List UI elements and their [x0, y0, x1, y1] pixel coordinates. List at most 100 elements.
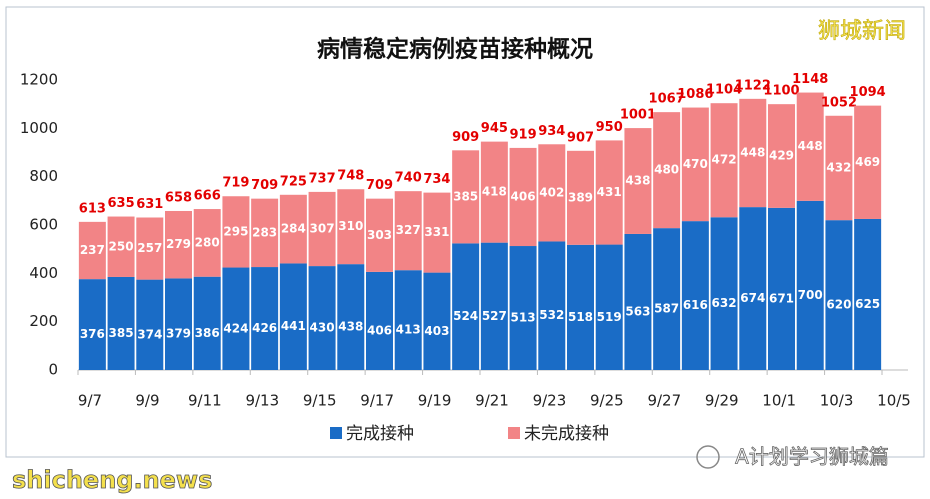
bar-segment: [681, 221, 709, 370]
bar-label: 376: [80, 327, 105, 341]
total-label: 1001: [620, 108, 656, 123]
x-tick-label: 9/19: [418, 392, 452, 410]
bar-label: 438: [625, 174, 650, 188]
total-label: 907: [567, 130, 594, 145]
bar-segment: [279, 263, 307, 370]
bar-segment: [854, 105, 882, 219]
legend-label: 未完成接种: [524, 424, 609, 444]
bar-segment: [136, 279, 164, 370]
bar-segment: [567, 244, 594, 370]
bar-segment: [165, 210, 192, 279]
bar-segment: [308, 266, 336, 370]
bar-label: 403: [424, 324, 449, 338]
bar-segment: [624, 128, 652, 234]
bar-label: 625: [855, 297, 880, 311]
total-label: 719: [222, 176, 249, 191]
y-tick-label: 800: [29, 167, 58, 185]
bar-segment: [480, 141, 508, 243]
y-tick-label: 400: [29, 264, 58, 282]
x-tick-label: 9/25: [590, 392, 624, 410]
bar-label: 237: [80, 243, 105, 257]
legend-swatch: [330, 427, 342, 439]
bar-label: 563: [625, 304, 650, 318]
x-tick-label: 9/7: [78, 392, 102, 410]
bar-segment: [509, 246, 537, 370]
bar-label: 448: [798, 139, 823, 153]
bar-segment: [796, 200, 824, 370]
total-label: 1104: [706, 83, 742, 98]
bar-segment: [78, 279, 106, 370]
bar-segment: [337, 189, 365, 265]
y-tick-label: 600: [29, 216, 58, 234]
bar-label: 327: [396, 223, 421, 237]
bar-segment: [337, 264, 365, 370]
y-tick-label: 1200: [20, 71, 58, 89]
bar-label: 331: [424, 225, 449, 239]
bar-label: 406: [511, 189, 536, 203]
bar-label: 374: [137, 327, 162, 341]
total-label: 1086: [677, 87, 713, 102]
watermark: A计划学习狮城篇: [735, 445, 889, 469]
bar-segment: [78, 221, 106, 280]
x-tick-label: 9/23: [533, 392, 567, 410]
bar-segment: [222, 267, 250, 370]
bar-label: 513: [511, 311, 536, 325]
bar-segment: [825, 220, 853, 370]
bar-label: 284: [281, 222, 306, 236]
total-label: 635: [108, 196, 135, 211]
bar-segment: [538, 144, 566, 242]
total-label: 734: [423, 172, 450, 187]
bar-segment: [768, 104, 795, 208]
total-label: 613: [79, 201, 106, 216]
total-label: 1067: [649, 92, 685, 107]
bar-label: 671: [769, 291, 794, 305]
x-tick-label: 9/11: [188, 392, 222, 410]
bar-label: 402: [539, 185, 564, 199]
total-label: 950: [596, 120, 623, 135]
bar-segment: [279, 194, 307, 264]
watermark: shicheng.news: [12, 466, 212, 494]
total-label: 666: [194, 189, 221, 204]
bar-label: 524: [453, 309, 478, 323]
bar-segment: [452, 243, 480, 370]
bar-segment: [366, 271, 393, 370]
total-label: 740: [395, 171, 422, 186]
bar-segment: [768, 207, 795, 370]
bar-segment: [595, 140, 623, 245]
bar-label: 431: [597, 185, 622, 199]
total-label: 709: [366, 178, 393, 193]
bar-label: 441: [281, 319, 306, 333]
total-label: 1148: [792, 72, 828, 87]
bar-label: 430: [310, 321, 335, 335]
bar-label: 587: [654, 302, 679, 316]
bar-segment: [394, 270, 422, 370]
bar-label: 518: [568, 310, 593, 324]
x-tick-label: 9/17: [360, 392, 394, 410]
y-tick-label: 1000: [20, 119, 58, 137]
x-tick-label: 9/13: [245, 392, 279, 410]
total-label: 658: [165, 190, 192, 205]
chart-title: 病情稳定病例疫苗接种概况: [317, 36, 593, 63]
total-label: 748: [337, 169, 364, 184]
bar-segment: [222, 196, 250, 268]
wechat-icon: [696, 445, 720, 469]
bar-label: 429: [769, 149, 794, 163]
bar-segment: [653, 112, 681, 229]
bar-label: 250: [109, 239, 134, 253]
bar-segment: [825, 115, 853, 221]
bar-segment: [308, 191, 336, 267]
total-label: 934: [538, 124, 565, 139]
bar-segment: [681, 107, 709, 222]
bar-segment: [394, 191, 422, 271]
bar-segment: [854, 218, 882, 370]
bar-label: 379: [166, 327, 191, 341]
bar-segment: [480, 242, 508, 370]
x-tick-label: 9/15: [303, 392, 337, 410]
bar-label: 310: [338, 219, 363, 233]
total-label: 1122: [735, 78, 771, 93]
bar-label: 700: [798, 288, 823, 302]
bar-label: 620: [826, 298, 851, 312]
bar-segment: [423, 272, 451, 370]
